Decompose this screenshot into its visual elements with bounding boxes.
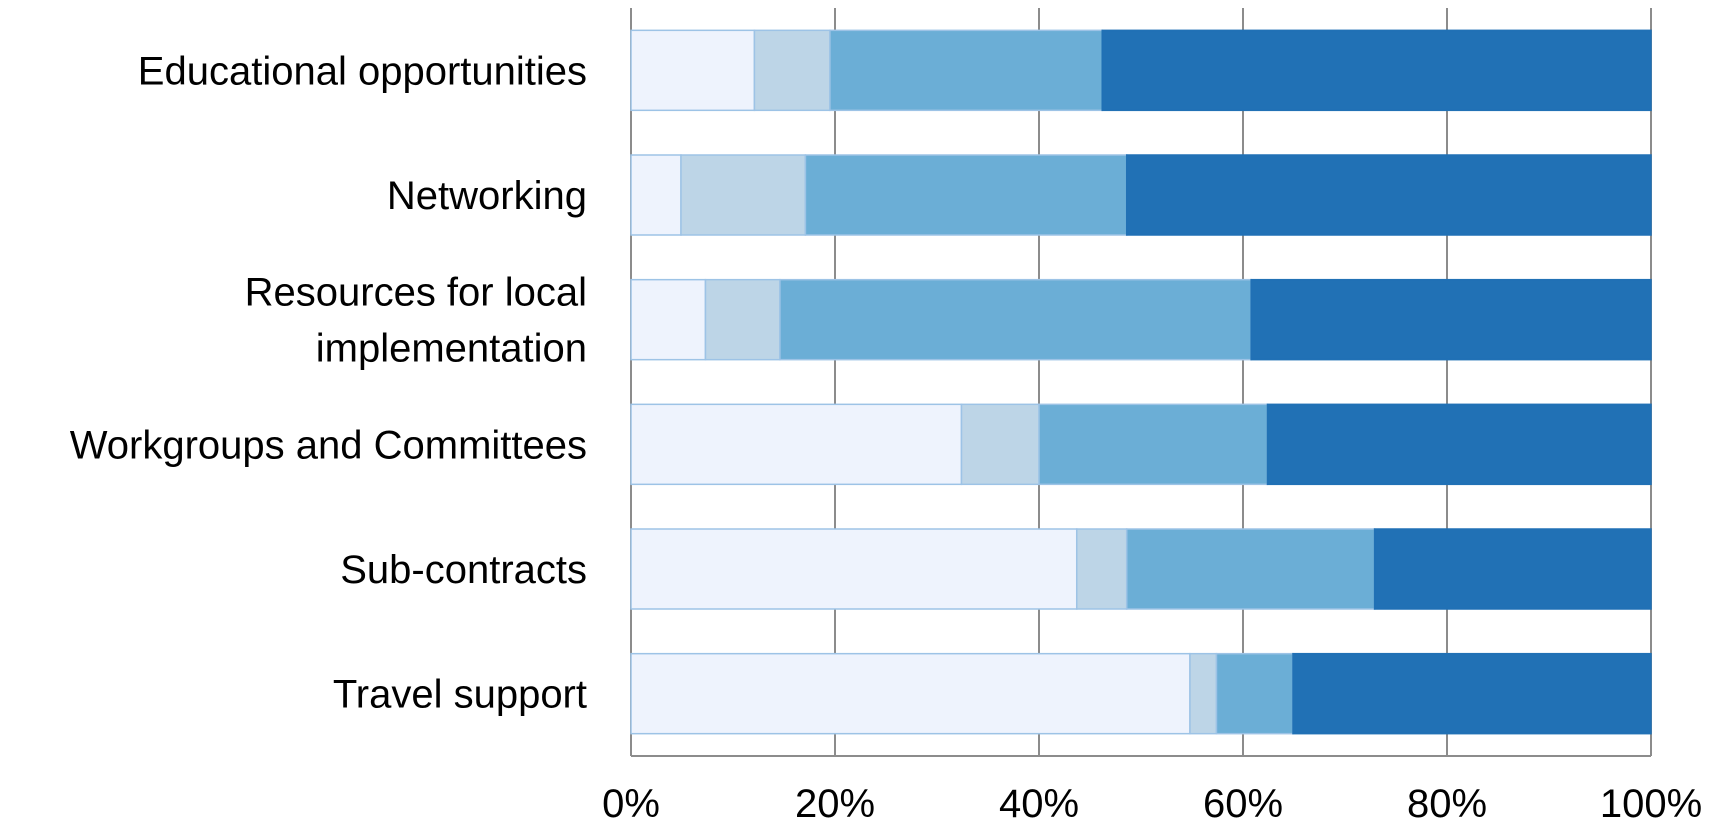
bar-segment <box>1266 403 1652 486</box>
bars <box>630 29 1652 735</box>
category-label: Educational opportunities <box>138 49 587 93</box>
bar-segment <box>960 403 1040 486</box>
bar-segment <box>804 154 1128 236</box>
x-tick-label: 20% <box>795 782 875 826</box>
bar-segment <box>704 278 781 361</box>
x-tick-label: 40% <box>999 782 1079 826</box>
x-tick-label: 80% <box>1407 782 1487 826</box>
category-label: Resources for local implementation <box>245 271 587 371</box>
bar-segment <box>1125 154 1652 236</box>
bar-segment <box>680 154 807 236</box>
bar-segment <box>779 278 1252 361</box>
bar-segment <box>630 652 1191 735</box>
gridlines <box>630 8 1652 756</box>
bar-segment <box>1292 652 1652 735</box>
labels: 0% 20% 40% 60% 80% 100% Educational opportunit… <box>70 49 1702 826</box>
bar-segment <box>1075 528 1128 610</box>
x-tick-label: 60% <box>1203 782 1283 826</box>
x-tick-label: 0% <box>602 782 660 826</box>
category-label: Sub-contracts <box>340 548 587 592</box>
bar-segment <box>1101 29 1652 112</box>
bar-segment <box>1250 278 1652 361</box>
bar-segment <box>1373 528 1652 610</box>
category-label: Workgroups and Committees <box>70 423 587 467</box>
bar-segment <box>630 278 707 361</box>
bar-segment <box>753 29 831 112</box>
bar-segment <box>630 154 682 236</box>
bar-segment <box>1125 528 1376 610</box>
bar-segment <box>1215 652 1294 735</box>
bar-segment <box>630 29 756 112</box>
category-label: Networking <box>387 174 587 218</box>
category-label: Travel support <box>333 673 587 717</box>
bar-segment <box>1038 403 1269 486</box>
bar-segment <box>829 29 1103 112</box>
bar-segment <box>630 528 1078 610</box>
x-tick-label: 100% <box>1600 782 1702 826</box>
bar-segment <box>630 403 963 486</box>
bar-segment <box>1189 652 1218 735</box>
